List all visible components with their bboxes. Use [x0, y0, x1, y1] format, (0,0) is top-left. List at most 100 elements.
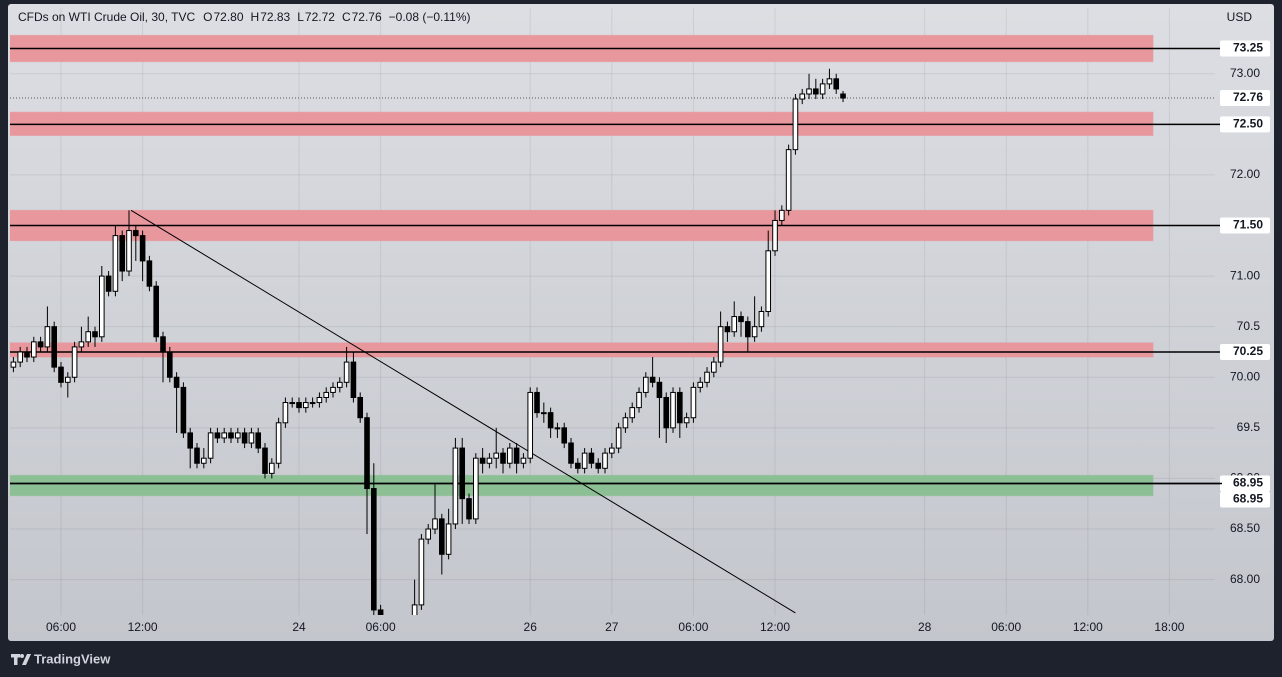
candle-body — [92, 331, 98, 338]
candle-body — [724, 326, 731, 333]
candle-body — [520, 457, 527, 464]
candle-body — [643, 376, 649, 393]
legend-value: 72.76 — [352, 10, 382, 24]
candle-body — [792, 98, 799, 151]
candle-body — [146, 260, 153, 287]
y-tick-label: 72.00 — [1230, 167, 1260, 181]
candle-body — [445, 523, 452, 555]
candle-body — [432, 518, 438, 530]
candle-body — [717, 326, 724, 363]
currency: USD — [1227, 10, 1253, 24]
candle-body — [690, 386, 697, 419]
candle-body — [636, 391, 642, 409]
candle-body — [683, 417, 690, 424]
candle-body — [350, 361, 357, 398]
x-tick-label: 12:00 — [1073, 620, 1103, 634]
candle-body — [51, 326, 58, 368]
candle-body — [44, 326, 51, 348]
candle-body — [119, 235, 126, 272]
candle-body — [248, 432, 255, 444]
candle-body — [78, 341, 85, 348]
level-label-box — [1220, 40, 1270, 57]
legend-key: L — [297, 10, 304, 24]
candle-body — [316, 396, 323, 404]
candle-body — [507, 447, 513, 464]
level-label: 68.95 — [1233, 492, 1263, 506]
y-tick-label: 71.00 — [1230, 268, 1260, 282]
level-label: 72.50 — [1233, 117, 1263, 131]
candle-body — [296, 402, 302, 409]
chart-title: CFDs on WTI Crude Oil, 30, TVC — [18, 10, 195, 24]
candle-body — [377, 609, 384, 615]
plot-area — [10, 8, 1215, 615]
candle-body — [17, 351, 24, 363]
x-tick-label: 27 — [605, 620, 619, 634]
candle-body — [473, 457, 479, 520]
candle-body — [541, 412, 547, 415]
price-label-box — [1220, 90, 1270, 107]
candle-body — [364, 417, 370, 490]
legend-value: 72.80 — [214, 10, 244, 24]
level-label-box — [1220, 343, 1270, 360]
candle-body — [241, 432, 248, 444]
level-label-box — [1220, 475, 1270, 492]
candle-body — [58, 366, 64, 383]
candle-body — [255, 432, 262, 449]
candle-body — [615, 427, 622, 449]
candle-body — [173, 376, 180, 388]
candle-body — [486, 457, 493, 464]
x-tick-label: 06:00 — [678, 620, 708, 634]
candle-body — [711, 361, 717, 373]
candle-body — [343, 361, 350, 383]
candle-body — [670, 391, 676, 429]
candle-body — [194, 447, 200, 464]
legend-key: O — [203, 10, 212, 24]
level-label-box — [1220, 116, 1270, 133]
y-tick-label: 68.00 — [1230, 572, 1260, 586]
candle-body — [411, 604, 418, 615]
candle-body — [105, 275, 112, 292]
price-label: 72.76 — [1233, 90, 1263, 104]
candle-body — [527, 391, 534, 459]
candle-body — [663, 396, 670, 429]
candle-body — [622, 417, 629, 429]
candle-body — [153, 285, 160, 338]
trendline — [130, 209, 796, 614]
candle-body — [656, 381, 663, 398]
candle-body — [833, 78, 840, 90]
candle-body — [262, 447, 268, 474]
y-tick-label: 70.00 — [1230, 369, 1260, 383]
candle-body — [513, 447, 520, 464]
x-tick-label: 28 — [918, 620, 932, 634]
candle-body — [133, 230, 139, 237]
candle-body — [779, 209, 785, 221]
level-label: 71.50 — [1233, 218, 1263, 232]
candle-body — [269, 462, 275, 474]
candle-body — [289, 402, 296, 405]
candle-body — [534, 391, 540, 414]
candle-body — [772, 219, 778, 252]
legend-value: 72.83 — [260, 10, 290, 24]
candle-body — [588, 452, 595, 464]
candle-body — [595, 462, 602, 469]
candle-body — [309, 402, 316, 405]
zone — [10, 342, 1154, 358]
candle-body — [649, 376, 656, 383]
candle-body — [704, 371, 710, 383]
candle-body — [24, 351, 30, 358]
candle-body — [629, 407, 636, 419]
candle-body — [282, 402, 289, 424]
candle-body — [731, 316, 738, 333]
legend-key: C — [342, 10, 351, 24]
candle-body — [493, 452, 500, 459]
candle-body — [235, 432, 241, 439]
candle-body — [167, 351, 173, 378]
candle-body — [677, 391, 683, 424]
x-tick-label: 06:00 — [991, 620, 1021, 634]
candle-body — [187, 432, 194, 449]
candle-body — [745, 321, 751, 338]
level-label: 73.25 — [1233, 41, 1263, 55]
candle-body — [609, 447, 615, 454]
level-label-box — [1220, 491, 1270, 508]
